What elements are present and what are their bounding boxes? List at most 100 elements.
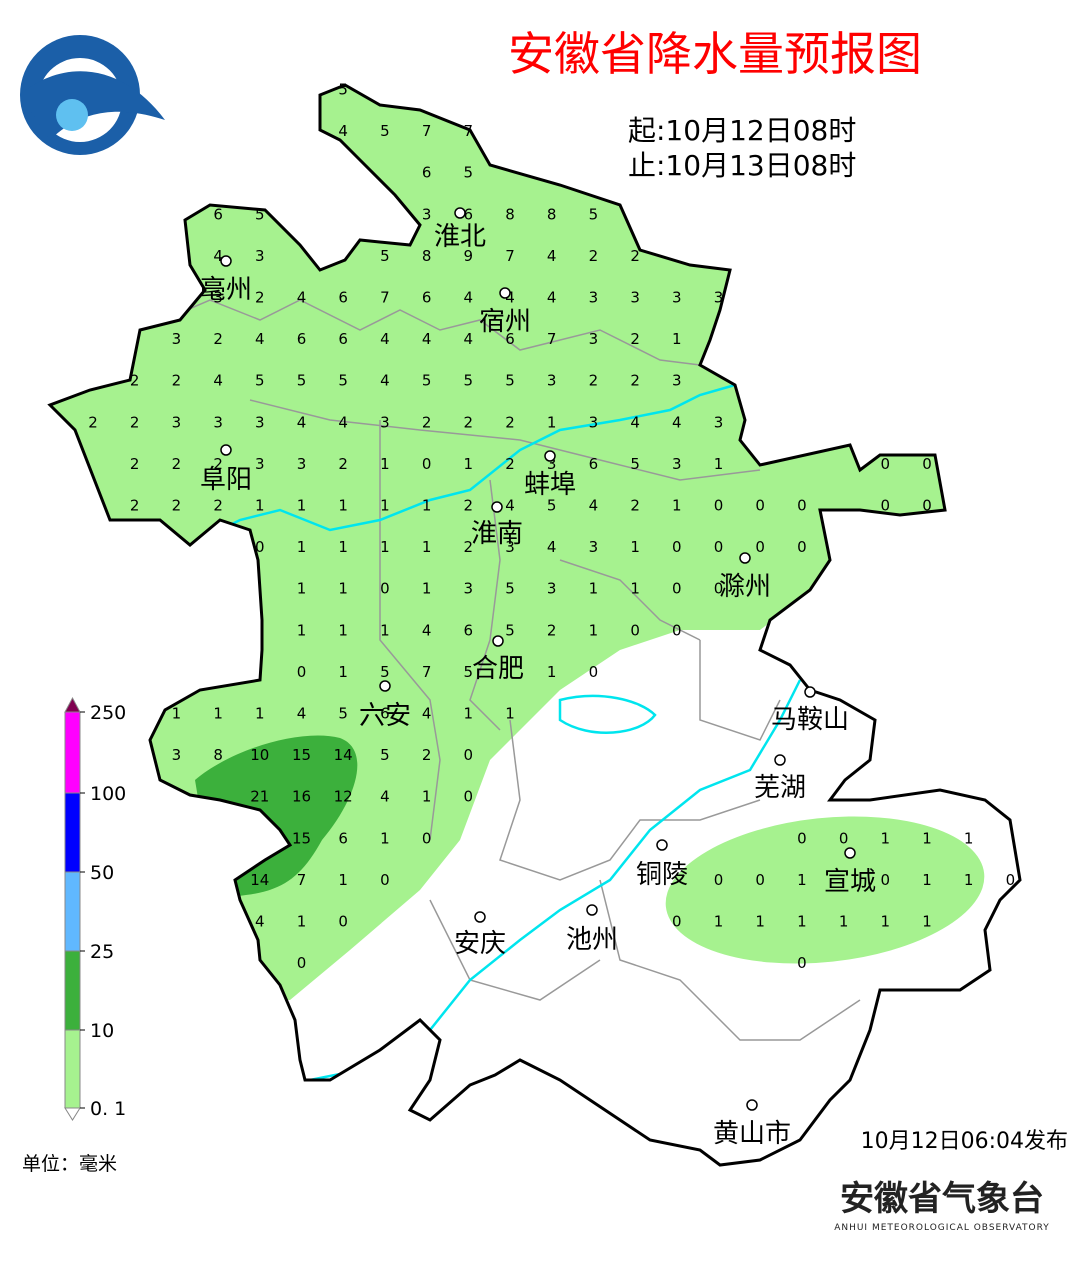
grid-value: 1 (922, 871, 932, 889)
grid-value: 0 (755, 871, 765, 889)
grid-value: 4 (213, 372, 223, 390)
grid-value: 4 (464, 289, 474, 307)
grid-value: 0 (839, 829, 849, 847)
org: 安徽省气象台 (840, 1179, 1044, 1219)
grid-value: 1 (922, 829, 932, 847)
legend-swatch (64, 950, 81, 1031)
grid-value: 0 (422, 455, 432, 473)
grid-value: 0 (881, 497, 891, 515)
grid-value: 1 (422, 497, 432, 515)
grid-value: 1 (172, 705, 182, 723)
grid-value: 2 (505, 455, 515, 473)
grid-value: 6 (589, 455, 599, 473)
grid-value: 2 (172, 455, 182, 473)
grid-value: 0 (922, 455, 932, 473)
grid-value: 5 (589, 205, 599, 223)
grid-value: 1 (255, 705, 265, 723)
grid-value: 1 (380, 538, 390, 556)
city-label: 安庆 (454, 929, 506, 959)
grid-value: 6 (422, 164, 432, 182)
grid-value: 4 (505, 497, 515, 515)
grid-value: 6 (422, 289, 432, 307)
grid-value: 2 (338, 455, 348, 473)
grid-value: 4 (547, 247, 557, 265)
city-dot (220, 444, 232, 456)
grid-value: 0 (589, 663, 599, 681)
grid-value: 1 (464, 455, 474, 473)
grid-value: 4 (547, 289, 557, 307)
city-label: 池州 (566, 925, 618, 955)
grid-value: 0 (422, 829, 432, 847)
grid-value: 0 (881, 455, 891, 473)
unit: 单位：毫米 (22, 1153, 117, 1175)
city-dot (492, 635, 504, 647)
grid-value: 3 (547, 455, 557, 473)
city-dot (586, 904, 598, 916)
legend-label: 10 (90, 1020, 114, 1042)
grid-value: 3 (380, 413, 390, 431)
grid-value: 6 (338, 829, 348, 847)
grid-value: 8 (505, 205, 515, 223)
legend-label: 250 (90, 702, 126, 724)
grid-value: 3 (422, 205, 432, 223)
grid-value: 2 (630, 247, 640, 265)
grid-value: 5 (338, 372, 348, 390)
grid-value: 1 (380, 455, 390, 473)
grid-value: 3 (255, 455, 265, 473)
grid-value: 0 (714, 871, 724, 889)
grid-value: 0 (714, 538, 724, 556)
grid-value: 0 (797, 538, 807, 556)
grid-value: 3 (714, 413, 724, 431)
legend-bottom (64, 1107, 81, 1121)
grid-value: 1 (547, 413, 557, 431)
grid-value: 1 (964, 871, 974, 889)
grid-value: 2 (213, 455, 223, 473)
grid-value: 1 (505, 705, 515, 723)
grid-value: 0 (755, 497, 765, 515)
legend-label: 50 (90, 862, 114, 884)
grid-value: 4 (422, 330, 432, 348)
grid-value: 2 (630, 372, 640, 390)
grid-value: 7 (297, 871, 307, 889)
grid-value: 2 (213, 497, 223, 515)
grid-value: 16 (292, 788, 311, 806)
city-label: 芜湖 (754, 773, 806, 803)
grid-value: 3 (589, 538, 599, 556)
grid-value: 15 (292, 829, 311, 847)
city-dot (739, 552, 751, 564)
grid-value: 14 (250, 871, 269, 889)
legend-top (64, 696, 81, 713)
grid-value: 0 (380, 580, 390, 598)
grid-value: 1 (297, 913, 307, 931)
grid-value: 0 (630, 621, 640, 639)
grid-value: 0 (1006, 871, 1016, 889)
legend: 250 100 50 25 10 0. 1 (64, 696, 126, 1121)
grid-value: 5 (547, 497, 557, 515)
grid-value: 2 (172, 497, 182, 515)
grid-value: 2 (464, 497, 474, 515)
grid-value: 7 (547, 330, 557, 348)
grid-value: 1 (672, 330, 682, 348)
grid-value: 4 (338, 413, 348, 431)
grid-value: 4 (547, 538, 557, 556)
grid-value: 3 (172, 330, 182, 348)
grid-value: 5 (380, 247, 390, 265)
grid-value: 5 (338, 705, 348, 723)
grid-value: 1 (714, 455, 724, 473)
grid-value: 3 (672, 289, 682, 307)
city-label: 淮南 (471, 519, 523, 549)
grid-value: 5 (505, 580, 515, 598)
grid-value: 6 (213, 205, 223, 223)
grid-value: 1 (964, 829, 974, 847)
grid-value: 6 (505, 330, 515, 348)
legend-swatch (64, 792, 81, 873)
city-label: 宣城 (824, 867, 876, 897)
grid-value: 5 (255, 205, 265, 223)
grid-value: 4 (297, 705, 307, 723)
grid-value: 4 (422, 705, 432, 723)
org-en: ANHUI METEOROLOGICAL OBSERVATORY (834, 1223, 1050, 1233)
grid-value: 1 (881, 913, 891, 931)
grid-value: 4 (505, 289, 515, 307)
grid-value: 1 (589, 580, 599, 598)
